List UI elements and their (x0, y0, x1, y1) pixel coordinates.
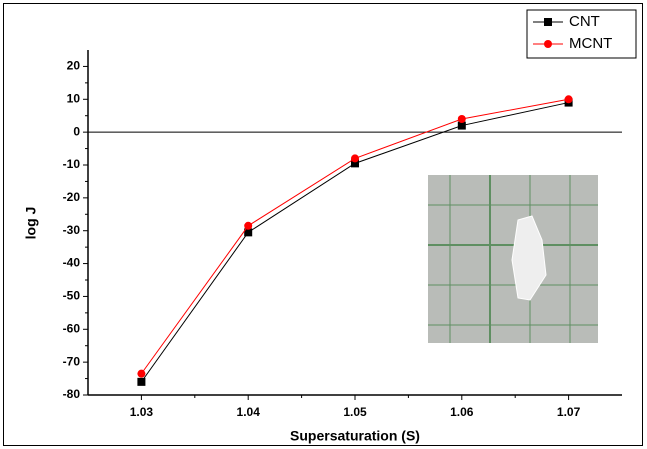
legend-marker (544, 18, 552, 26)
y-axis-title: log J (23, 207, 39, 240)
legend-label: CNT (569, 13, 600, 30)
marker (564, 95, 573, 104)
legend-label: MCNT (569, 35, 612, 52)
x-tick-label: 1.04 (237, 405, 261, 419)
marker (351, 159, 359, 168)
inset-photo (428, 175, 598, 343)
marker (351, 154, 359, 163)
y-tick-label: 10 (67, 91, 81, 105)
x-tick-label: 1.05 (343, 405, 367, 419)
y-tick-label: -80 (63, 387, 81, 401)
y-tick-label: -70 (63, 354, 81, 368)
y-tick-label: -30 (63, 223, 81, 237)
marker (137, 369, 146, 378)
legend: CNT MCNT (526, 9, 637, 59)
y-tick-label: -40 (63, 256, 81, 270)
x-tick-label: 1.06 (450, 405, 474, 419)
y-tick-label: 20 (67, 59, 81, 73)
y-tick-label: -50 (63, 289, 81, 303)
x-tick-label: 1.07 (557, 405, 581, 419)
marker (457, 115, 466, 123)
marker (137, 377, 146, 386)
y-tick-label: 0 (73, 124, 80, 138)
marker (457, 121, 466, 130)
y-tick-label: -20 (63, 190, 81, 204)
y-tick-label: -10 (63, 157, 81, 171)
y-tick-label: -60 (63, 321, 81, 335)
x-tick-label: 1.03 (130, 405, 154, 419)
x-axis-title: Supersaturation (S) (290, 428, 420, 444)
legend-marker (544, 40, 552, 48)
marker (244, 221, 253, 230)
marker (244, 228, 253, 237)
series (137, 95, 573, 378)
crystal (511, 215, 547, 301)
